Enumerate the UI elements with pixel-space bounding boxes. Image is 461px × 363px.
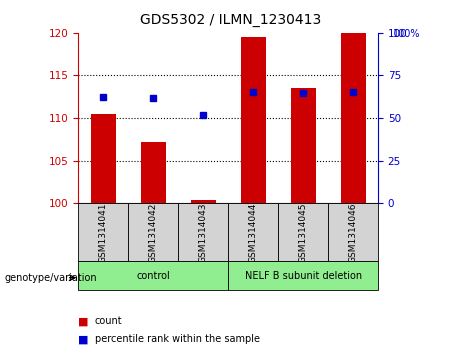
Bar [78, 261, 228, 290]
Bar [341, 33, 366, 203]
Bar [278, 203, 328, 261]
Text: GSM1314043: GSM1314043 [199, 202, 208, 262]
Text: GSM1314044: GSM1314044 [248, 202, 258, 262]
Text: ■: ■ [78, 316, 89, 326]
Bar [228, 261, 378, 290]
Bar [141, 142, 166, 203]
Bar [91, 114, 116, 203]
Bar [78, 203, 128, 261]
Bar [191, 200, 216, 203]
Text: GSM1314045: GSM1314045 [299, 202, 307, 262]
Text: ■: ■ [78, 334, 89, 344]
Bar [290, 88, 316, 203]
Text: GSM1314042: GSM1314042 [149, 202, 158, 262]
Text: count: count [95, 316, 122, 326]
Bar [241, 37, 266, 203]
Text: GSM1314046: GSM1314046 [349, 202, 358, 262]
Text: control: control [136, 271, 170, 281]
Bar [328, 203, 378, 261]
Text: 100%: 100% [393, 29, 421, 40]
Text: GDS5302 / ILMN_1230413: GDS5302 / ILMN_1230413 [140, 13, 321, 27]
Text: percentile rank within the sample: percentile rank within the sample [95, 334, 260, 344]
Text: GSM1314041: GSM1314041 [99, 202, 108, 262]
Bar [228, 203, 278, 261]
Bar [128, 203, 178, 261]
Text: NELF B subunit deletion: NELF B subunit deletion [244, 271, 362, 281]
Bar [178, 203, 228, 261]
Text: genotype/variation: genotype/variation [5, 273, 97, 283]
